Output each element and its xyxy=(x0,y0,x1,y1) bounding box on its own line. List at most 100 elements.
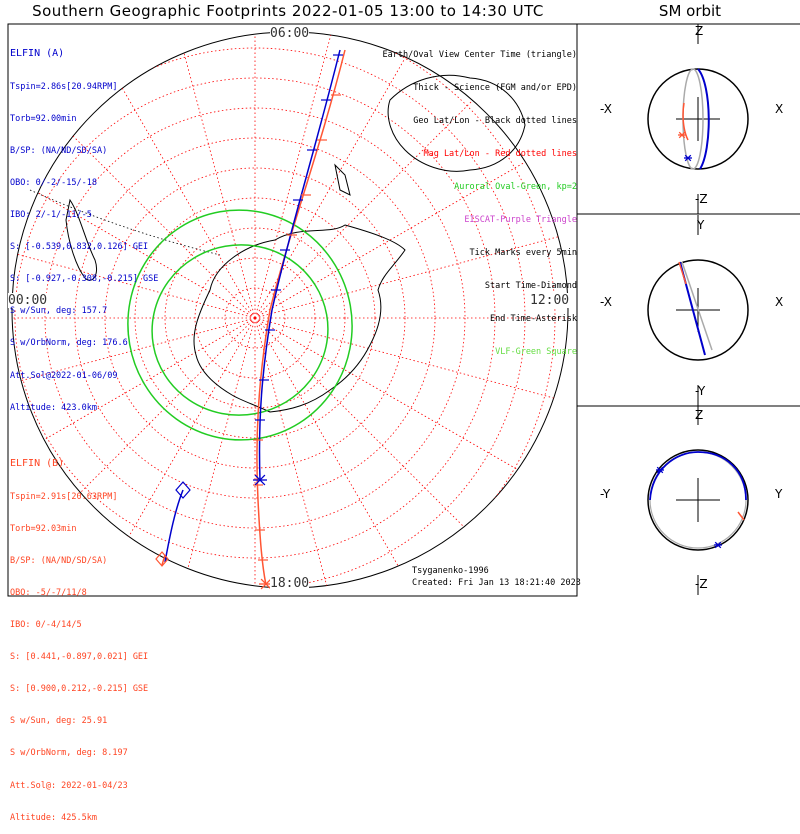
mag-latitude-circle xyxy=(164,227,346,409)
elfin-b-header: ELFIN (B) xyxy=(10,458,65,470)
clock-label-top: 06:00 xyxy=(270,26,310,41)
elfin-b-info: ELFIN (B) Tspin=2.91s[20.63RPM] Torb=92.… xyxy=(10,438,148,834)
mag-longitude-line xyxy=(12,229,256,319)
legend-item: EISCAT-Purple Triangle xyxy=(464,215,577,225)
sm-axis-label: X xyxy=(775,102,784,116)
elfin-b-line: S: [0.900,0.212,-0.215] GSE xyxy=(10,684,149,695)
elfin-b-start-diamond xyxy=(155,551,169,567)
mag-longitude-line xyxy=(166,32,256,319)
elfin-b-line: B/SP: (NA/ND/SD/SA) xyxy=(10,555,108,566)
sm-end-asterisk xyxy=(656,466,664,474)
sm-axis-label: Z xyxy=(695,408,704,422)
elfin-a-line: S: [-0.539,0.832,0.126] GEI xyxy=(10,242,149,253)
sm-axis-label: -Y xyxy=(600,487,611,501)
mag-longitude-line xyxy=(254,317,550,489)
mag-latitude-circle xyxy=(224,287,286,349)
mag-longitude-line xyxy=(254,77,496,319)
mag-longitude-line xyxy=(254,317,568,407)
sm-orbit-elfin-b xyxy=(737,511,745,521)
australia-coastline xyxy=(387,74,526,172)
created-timestamp: Created: Fri Jan 13 18:21:40 2023 xyxy=(412,578,581,588)
elfin-b-line: Tspin=2.91s[20.63RPM] xyxy=(10,491,118,502)
elfin-a-line: S w/Sun, deg: 157.7 xyxy=(10,306,108,317)
legend-item: End Time-Asterisk xyxy=(490,314,577,324)
elfin-b-second-track xyxy=(161,554,166,566)
elfin-a-line: IBO: 2/-1/-11/-5 xyxy=(10,209,92,220)
auroral-oval-inner xyxy=(151,244,329,416)
mag-longitude-line xyxy=(12,317,256,489)
elfin-a-line: Tspin=2.86s[20.94RPM] xyxy=(10,81,118,92)
mag-longitude-line xyxy=(14,317,256,559)
sm-end-asterisk xyxy=(678,131,686,139)
legend-item: Thick - Science (FGM and/or EPD) xyxy=(413,83,577,93)
elfin-a-line: S w/OrbNorm, deg: 176.6 xyxy=(10,338,128,349)
elfin-a-end-asterisk xyxy=(254,474,266,486)
elfin-a-second-track xyxy=(164,489,184,563)
legend-item: VLF-Green Square xyxy=(495,347,577,357)
geo-longitude-line xyxy=(29,189,221,256)
mag-longitude-line xyxy=(166,317,256,588)
sm-earth-circle xyxy=(647,259,749,361)
elfin-b-line: Att.Sol@: 2022-01-04/23 xyxy=(10,780,128,791)
legend-item: Geo Lat/Lon - Black dotted lines xyxy=(413,116,577,126)
clock-label-right: 12:00 xyxy=(530,293,570,308)
sm-orbit-elfin-a xyxy=(697,68,710,170)
south-america-coastline xyxy=(65,198,98,281)
elfin-b-track xyxy=(256,49,346,586)
model-credit: Tsyganenko-1996 xyxy=(412,566,489,576)
mag-longitude-line xyxy=(84,317,256,588)
sm-axis-label: Z xyxy=(695,24,704,38)
footprint-polar-map xyxy=(7,23,800,597)
sm-axis-label: -X xyxy=(600,295,612,309)
mag-longitude-line xyxy=(254,229,568,319)
sm-axis-label: X xyxy=(775,295,784,309)
legend-item: Start Time-Diamond xyxy=(484,281,577,291)
elfin-b-line: OBO: -5/-7/11/8 xyxy=(10,587,87,598)
mag-longitude-line xyxy=(254,147,550,319)
elfin-a-start-diamond xyxy=(175,481,191,499)
elfin-b-line: S w/Sun, deg: 25.91 xyxy=(10,716,108,727)
sm-axis-label: -Z xyxy=(695,192,708,206)
sm-end-asterisk xyxy=(714,541,722,549)
mag-longitude-line xyxy=(12,317,256,407)
mag-longitude-line xyxy=(254,317,426,588)
elfin-b-line: S w/OrbNorm, deg: 8.197 xyxy=(10,748,128,759)
elfin-b-end-asterisk xyxy=(260,578,272,590)
mag-longitude-line xyxy=(84,32,256,319)
elfin-a-info: ELFIN (A) Tspin=2.86s[20.94RPM] Torb=92.… xyxy=(10,28,158,424)
sm-axis-label: -Z xyxy=(695,577,708,591)
mag-longitude-line xyxy=(254,32,344,319)
clock-label-left: 00:00 xyxy=(8,293,48,308)
clock-label-bottom: 18:00 xyxy=(270,576,310,591)
mag-latitude-circle xyxy=(104,167,406,469)
mag-longitude-line xyxy=(254,32,426,319)
elfin-b-line: S: [0.441,-0.897,0.021] GEI xyxy=(10,652,149,663)
legend-item: Earth/Oval View Center Time (triangle) xyxy=(382,50,577,60)
elfin-a-line: Att.Sol@2022-01-06/09 xyxy=(10,370,118,381)
sm-axis-label: Y xyxy=(775,487,783,501)
elfin-a-track xyxy=(258,49,341,481)
elfin-a-line: B/SP: (NA/ND/SD/SA) xyxy=(10,145,108,156)
sm-earth-circle xyxy=(647,449,749,551)
legend-item: Tick Marks every 5min xyxy=(469,248,577,258)
sm-orbit-elfin-b xyxy=(682,102,689,141)
antarctica-coastline xyxy=(193,224,406,413)
new-zealand-coastline xyxy=(334,163,351,196)
sm-end-asterisk xyxy=(684,154,692,162)
sm-axis-label: -Y xyxy=(695,384,706,398)
elfin-b-line: IBO: 0/-4/14/5 xyxy=(10,619,82,630)
sm-orbit-elfin-a xyxy=(649,451,747,501)
mag-latitude-circle xyxy=(12,47,526,588)
legend: Earth/Oval View Center Time (triangle) T… xyxy=(383,28,577,369)
mag-longitude-line xyxy=(254,317,496,559)
elfin-a-line: Torb=92.00min xyxy=(10,113,77,124)
elfin-a-header: ELFIN (A) xyxy=(10,48,65,60)
mag-longitude-line xyxy=(12,147,256,319)
sm-orbit-gray xyxy=(681,261,713,351)
elfin-a-line: S: [-0.927,-0.308,-0.215] GSE xyxy=(10,274,159,285)
sm-axis-label: Y xyxy=(697,218,705,232)
elfin-a-line: Altitude: 423.0km xyxy=(10,402,97,413)
mag-longitude-line xyxy=(254,317,344,588)
mag-latitude-circle xyxy=(44,107,466,529)
elfin-a-line: OBO: 0/-2/-15/-18 xyxy=(10,177,97,188)
